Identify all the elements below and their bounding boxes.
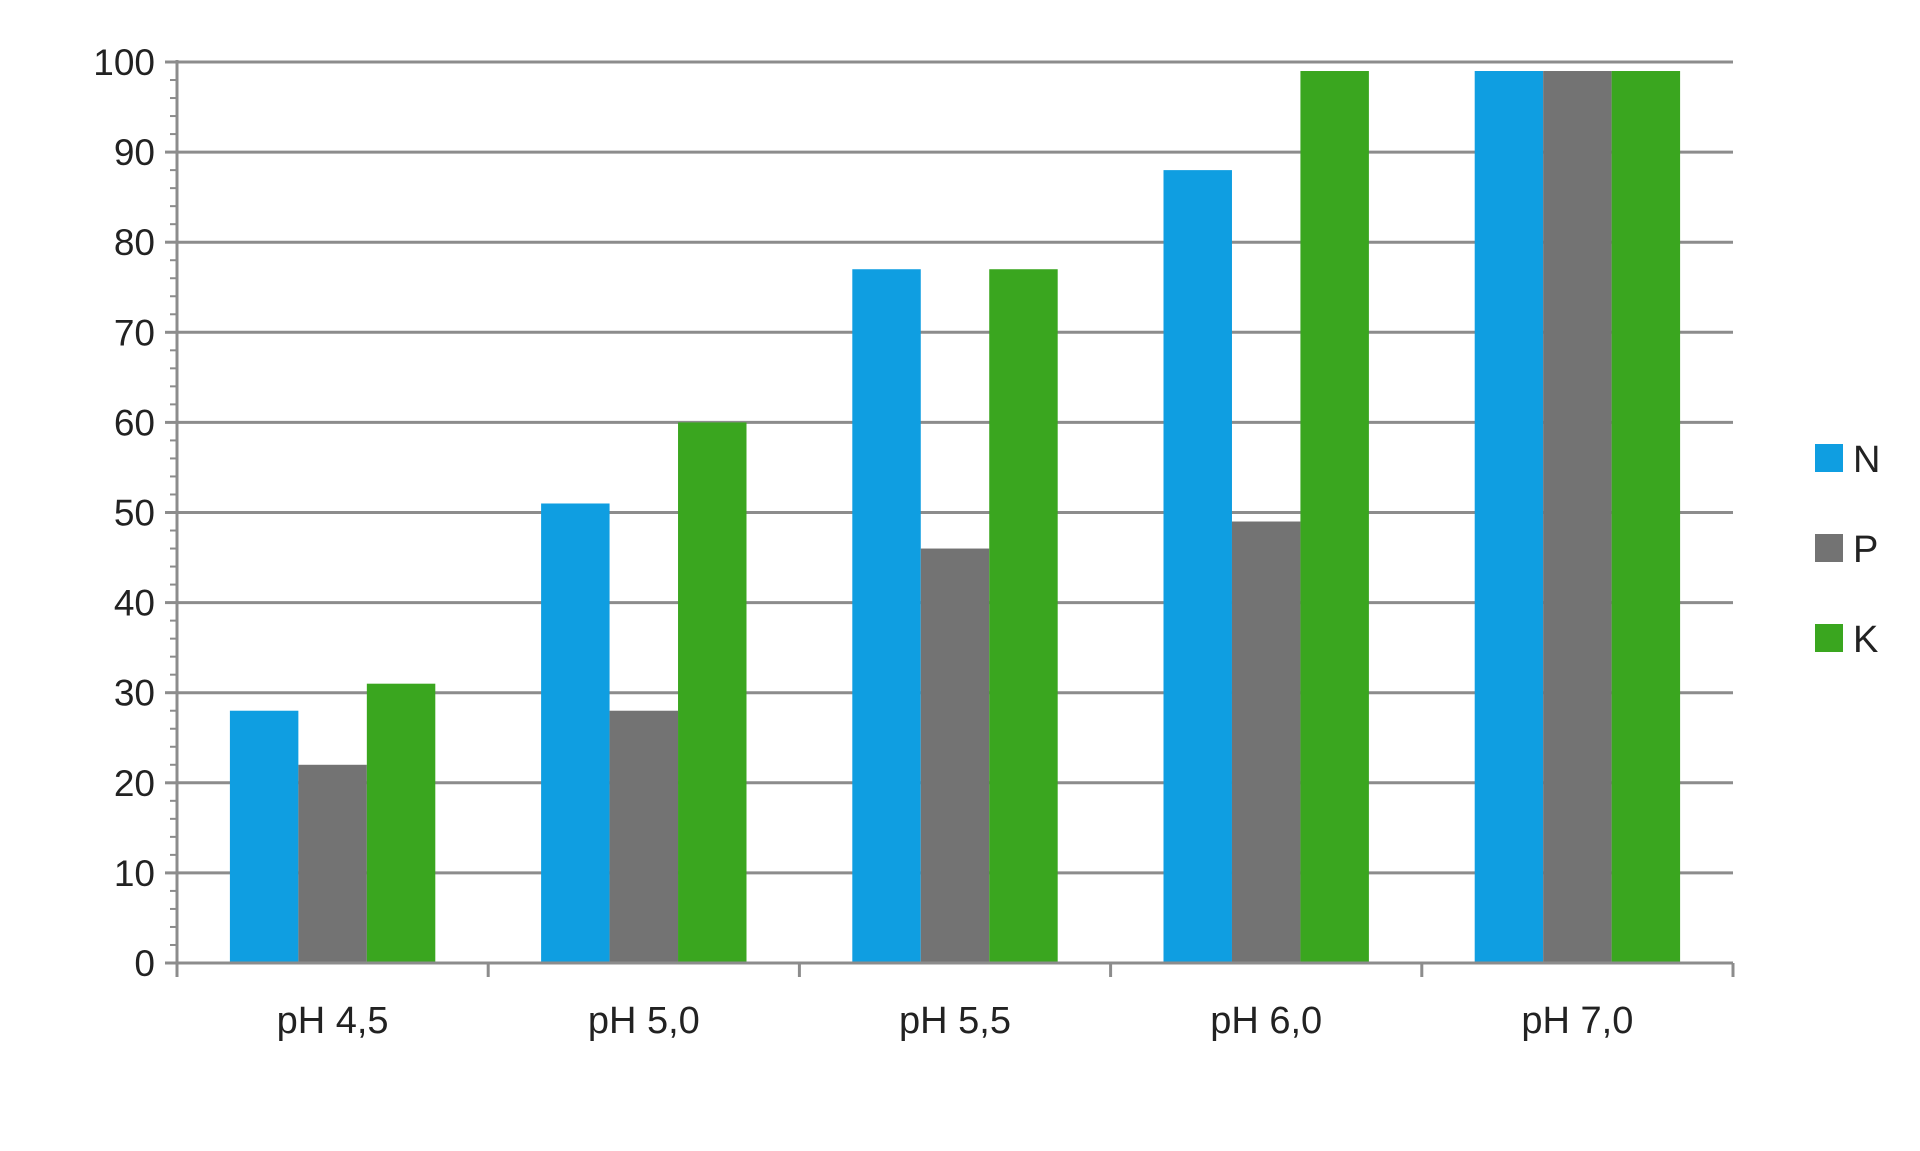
gridlines [177,60,1733,875]
x-tick-label: pH 4,5 [277,1000,389,1042]
y-tick-label: 20 [114,763,155,804]
bar-P-2 [920,548,990,963]
y-tick-label: 0 [134,943,155,984]
bar-P-1 [609,710,679,963]
x-tick-labels: pH 4,5 pH 5,0 pH 5,5 pH 6,0 pH 7,0 [277,1000,1634,1042]
bar-K-3 [1300,71,1369,963]
bar-N-0 [229,710,299,963]
bar-N-4 [1474,71,1544,963]
bar-P-4 [1543,71,1612,963]
y-tick-label: 40 [114,583,155,624]
legend: N P K [1815,439,1880,661]
bar-K-2 [989,269,1058,964]
axes [165,60,1735,977]
legend-label-K: K [1853,619,1878,661]
legend-swatch-P [1815,534,1843,562]
y-tick-label: 70 [114,312,155,353]
y-tick-label: 100 [93,42,155,83]
bar-K-0 [366,683,436,963]
legend-label-N: N [1853,439,1880,481]
bar-K-1 [678,422,747,963]
y-tick-label: 80 [114,222,155,263]
bar-N-3 [1163,170,1232,963]
legend-label-P: P [1853,529,1878,571]
y-tick-label: 60 [114,402,155,443]
bar-N-1 [541,503,610,963]
bar-P-3 [1231,521,1301,963]
bars [229,71,1681,964]
y-tick-label: 50 [114,493,155,534]
y-tick-label: 90 [114,132,155,173]
x-tick-label: pH 7,0 [1521,1000,1633,1042]
legend-swatch-N [1815,444,1843,472]
x-tick-label: pH 5,5 [899,1000,1011,1042]
bar-N-2 [852,269,921,964]
legend-swatch-K [1815,624,1843,652]
y-tick-label: 10 [114,853,155,894]
y-tick-labels: 0 10 20 30 40 50 60 70 80 90 100 [93,42,155,984]
x-tick-label: pH 6,0 [1210,1000,1322,1042]
bar-P-0 [298,764,367,963]
y-tick-label: 30 [114,673,155,714]
bar-K-4 [1611,71,1681,963]
x-tick-label: pH 5,0 [588,1000,700,1042]
